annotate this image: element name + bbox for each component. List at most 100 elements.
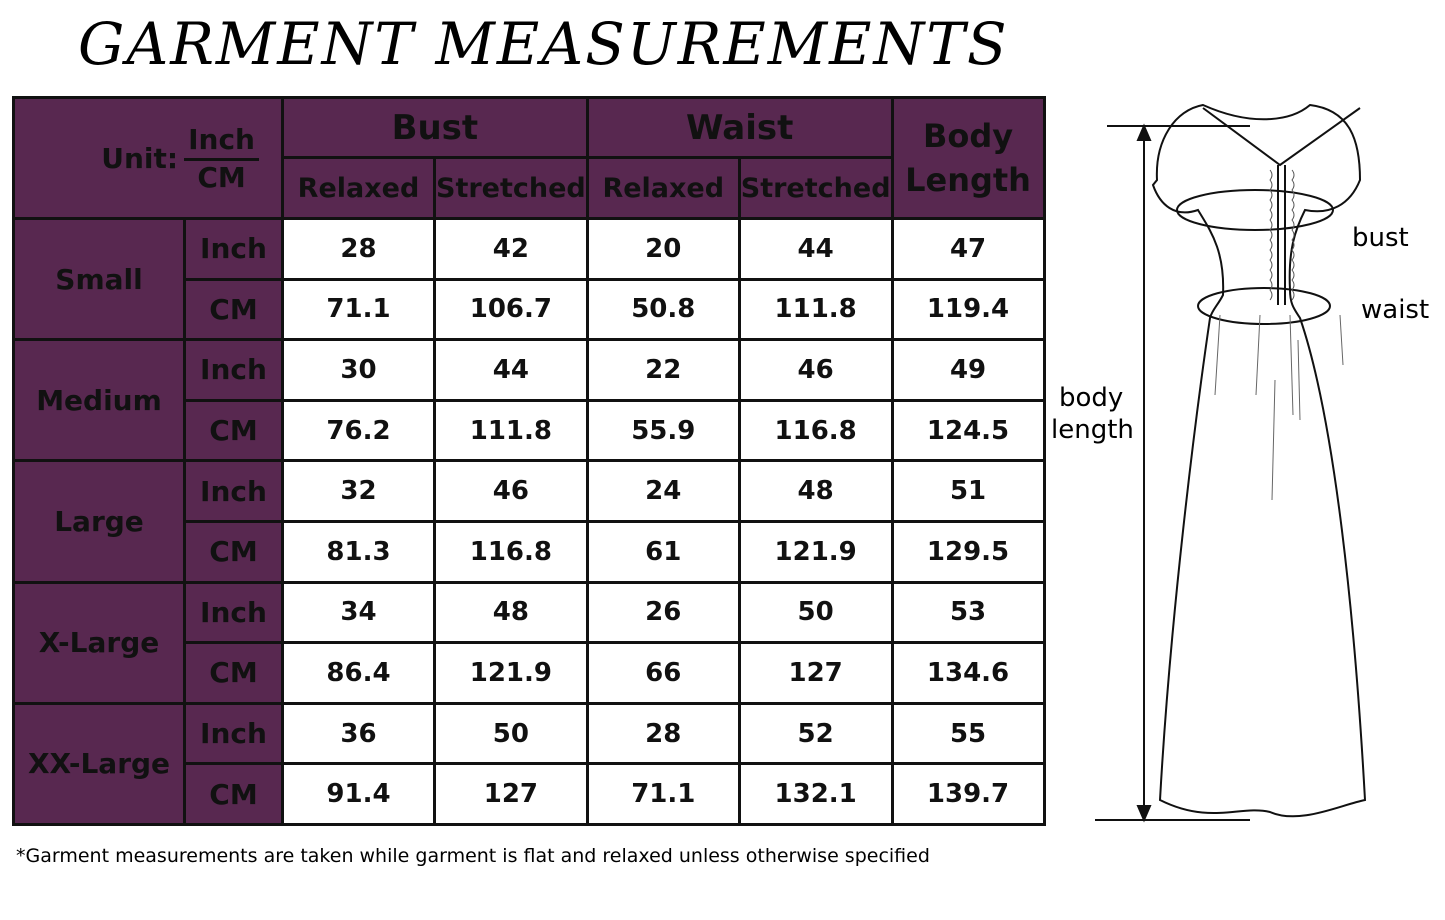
value-cell: 127: [737, 641, 894, 705]
table-row: CM 81.3 116.8 61 121.9 129.5: [14, 519, 1046, 584]
value-cell: 34: [281, 580, 436, 645]
body-length-header: Body Length: [890, 96, 1046, 220]
waist-header: Waist: [585, 96, 894, 159]
value-cell: 111.8: [433, 398, 589, 463]
unit-cell: Inch: [183, 701, 284, 766]
neckline: [1202, 107, 1361, 167]
value-cell: 52: [737, 701, 894, 766]
waist-label: waist: [1361, 295, 1430, 325]
value-cell: 111.8: [737, 277, 894, 342]
value-cell: 71.1: [281, 277, 436, 342]
skirt-folds: [1214, 314, 1344, 501]
table-row: Large Inch 32 46 24 48 51: [12, 459, 1046, 584]
value-cell: 32: [281, 459, 436, 523]
value-cell: 28: [281, 217, 436, 281]
value-cell: 91.4: [281, 762, 436, 826]
value-cell: 134.6: [890, 641, 1046, 705]
table-row: CM 76.2 111.8 55.9 116.8 124.5: [14, 398, 1046, 463]
unit-cell: CM: [183, 398, 284, 463]
bust-relaxed-header: Relaxed: [281, 156, 436, 220]
bust-label: bust: [1352, 223, 1409, 253]
bust-ellipse: [1176, 189, 1334, 231]
value-cell: 46: [433, 459, 589, 523]
waist-relaxed-header: Relaxed: [585, 156, 741, 220]
value-cell: 55: [890, 701, 1046, 766]
unit-cell: Inch: [183, 459, 284, 523]
table-row: X-Large Inch 34 48 26 50 53: [12, 580, 1046, 705]
value-cell: 76.2: [281, 398, 436, 463]
value-cell: 106.7: [433, 277, 589, 342]
unit-cell: CM: [183, 762, 284, 826]
unit-cell: CM: [183, 641, 284, 705]
value-cell: 42: [433, 217, 589, 281]
value-cell: 24: [585, 459, 741, 523]
value-cell: 47: [890, 217, 1046, 281]
value-cell: 121.9: [433, 641, 589, 705]
value-cell: 49: [890, 338, 1046, 402]
value-cell: 66: [585, 641, 741, 705]
value-cell: 116.8: [433, 519, 589, 584]
value-cell: 132.1: [737, 762, 894, 826]
body-length-label-2: length: [1051, 415, 1134, 445]
page-title: GARMENT MEASUREMENTS: [78, 10, 1009, 78]
value-cell: 44: [433, 338, 589, 402]
value-cell: 71.1: [585, 762, 741, 826]
ruffles: [1269, 169, 1295, 301]
footnote: *Garment measurements are taken while ga…: [16, 845, 930, 867]
value-cell: 20: [585, 217, 741, 281]
value-cell: 22: [585, 338, 741, 402]
value-cell: 55.9: [585, 398, 741, 463]
value-cell: 116.8: [737, 398, 894, 463]
size-label: Medium: [12, 338, 186, 463]
front-placket: [1277, 165, 1286, 305]
size-label: Large: [12, 459, 186, 584]
value-cell: 61: [585, 519, 741, 584]
bust-stretched-header: Stretched: [433, 156, 589, 220]
body-length-label-1: body: [1059, 383, 1124, 413]
value-cell: 53: [890, 580, 1046, 645]
value-cell: 86.4: [281, 641, 436, 705]
value-cell: 119.4: [890, 277, 1046, 342]
value-cell: 30: [281, 338, 436, 402]
table-row: XX-Large Inch 36 50 28 52 55: [12, 701, 1046, 826]
unit-cell: CM: [183, 519, 284, 584]
value-cell: 48: [433, 580, 589, 645]
value-cell: 51: [890, 459, 1046, 523]
table-row: Small Inch 28 42 20 44 47: [12, 216, 1046, 342]
size-label: Small: [12, 216, 186, 342]
dress-diagram: [1095, 103, 1367, 823]
unit-cell: Inch: [183, 217, 284, 281]
dress-outline: [1151, 103, 1367, 818]
unit-inch-label: Inch: [184, 123, 259, 161]
value-cell: 36: [281, 701, 436, 766]
size-chart-table: Unit: Inch CM Bust Waist Body Length Rel…: [12, 96, 1046, 826]
table-row: CM 91.4 127 71.1 132.1 139.7: [14, 762, 1046, 826]
value-cell: 48: [737, 459, 894, 523]
size-label: X-Large: [12, 580, 186, 705]
unit-cell: CM: [183, 277, 284, 342]
unit-label: Unit:: [101, 141, 179, 175]
value-cell: 26: [585, 580, 741, 645]
value-cell: 81.3: [281, 519, 436, 584]
value-cell: 127: [433, 762, 589, 826]
size-label: XX-Large: [12, 701, 186, 826]
value-cell: 50: [737, 580, 894, 645]
waist-stretched-header: Stretched: [737, 156, 894, 220]
waist-ellipse: [1197, 287, 1331, 325]
value-cell: 50: [433, 701, 589, 766]
value-cell: 28: [585, 701, 741, 766]
table-row: CM 86.4 121.9 66 127 134.6: [14, 641, 1046, 705]
unit-legend: Unit: Inch CM: [12, 96, 284, 220]
table-row: Medium Inch 30 44 22 46 49: [12, 338, 1046, 463]
unit-cell: Inch: [183, 338, 284, 402]
value-cell: 124.5: [890, 398, 1046, 463]
bust-header: Bust: [281, 96, 589, 159]
value-cell: 121.9: [737, 519, 894, 584]
value-cell: 139.7: [890, 762, 1046, 826]
value-cell: 44: [737, 217, 894, 281]
arrow-up-icon: [1136, 123, 1152, 141]
table-row: CM 71.1 106.7 50.8 111.8 119.4: [14, 277, 1046, 342]
value-cell: 46: [737, 338, 894, 402]
value-cell: 50.8: [585, 277, 741, 342]
unit-cm-label: CM: [197, 160, 246, 194]
